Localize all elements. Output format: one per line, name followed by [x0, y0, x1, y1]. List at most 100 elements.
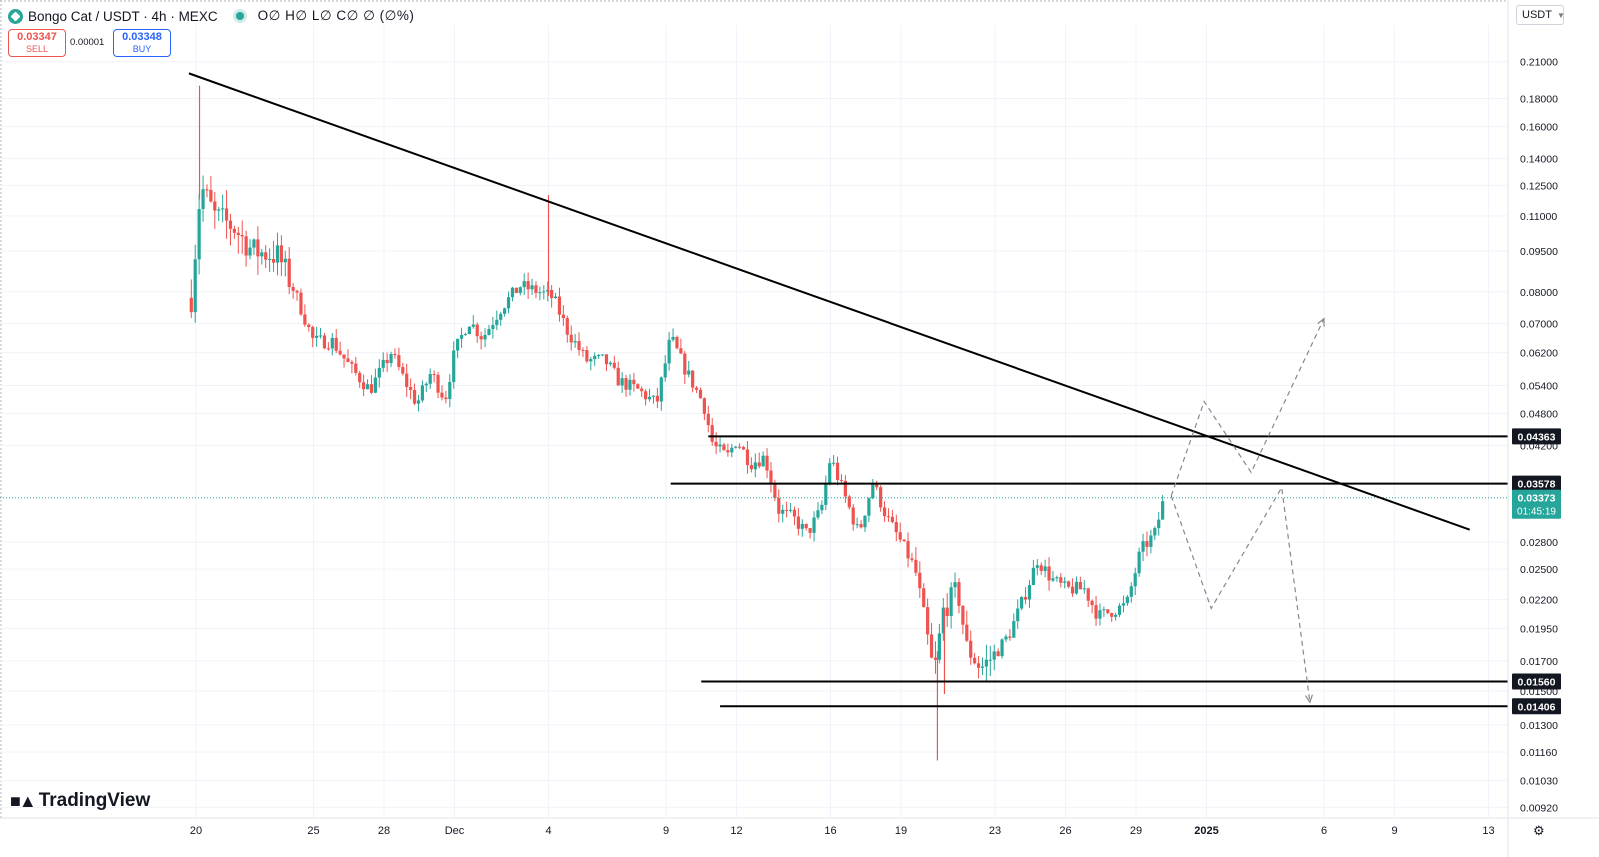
- candle-body: [409, 387, 413, 390]
- candle-body: [397, 355, 401, 368]
- candle-body: [303, 314, 307, 325]
- candle-body: [444, 397, 448, 400]
- candle-body: [389, 354, 393, 364]
- candle-body: [240, 234, 244, 237]
- sell-button[interactable]: 0.03347 SELL: [8, 29, 66, 57]
- symbol-title[interactable]: Bongo Cat / USDT · 4h · MEXC: [28, 8, 218, 24]
- projection-path-2: [1170, 485, 1311, 703]
- candle-body: [702, 398, 706, 414]
- y-tick-label: 0.11000: [1520, 211, 1557, 223]
- candle-body: [581, 350, 585, 352]
- candle-body: [792, 509, 797, 517]
- trendline: [188, 72, 1471, 531]
- buy-button[interactable]: 0.03348 BUY: [113, 29, 171, 57]
- y-tick-label: 0.18000: [1520, 93, 1558, 105]
- candle-body: [612, 362, 616, 368]
- candle-body: [381, 359, 385, 368]
- candle-body: [914, 559, 918, 573]
- candle-body: [922, 588, 926, 608]
- currency-select[interactable]: USDT ▼: [1516, 5, 1565, 25]
- candle-body: [651, 395, 656, 397]
- candle-body: [976, 663, 981, 668]
- candle-body: [1161, 501, 1165, 520]
- symbol-header: Bongo Cat / USDT · 4h · MEXC O∅ H∅ L∅ C∅…: [8, 5, 414, 27]
- candle-body: [1055, 577, 1059, 579]
- candle-body: [487, 328, 491, 335]
- x-tick-label: 28: [378, 825, 390, 837]
- y-tick-label: 0.16000: [1520, 122, 1558, 134]
- candle-body: [495, 319, 499, 326]
- candle-body: [875, 483, 879, 488]
- candle-body: [765, 455, 769, 471]
- candle-body: [440, 392, 444, 398]
- candle-body: [1133, 573, 1137, 587]
- candle-body: [726, 450, 730, 453]
- y-tick-label: 0.01030: [1520, 775, 1558, 787]
- candle-body: [929, 634, 934, 658]
- candle-body: [424, 383, 428, 386]
- ohlc-values: O∅ H∅ L∅ C∅ ∅ (∅%): [257, 8, 415, 23]
- candle-body: [291, 286, 295, 291]
- candle-body: [499, 313, 503, 320]
- candle-body: [1121, 603, 1126, 606]
- time-axis[interactable]: 20 25 28 Dec 4 9 12 16 19 23 26 29 2025 6 9 13: [0, 817, 1599, 837]
- candle-body: [271, 259, 276, 263]
- candle-body: [260, 252, 264, 257]
- candle-body: [307, 324, 311, 328]
- candle-body: [201, 189, 205, 210]
- candle-body: [514, 287, 518, 294]
- candle-body: [510, 287, 515, 298]
- candle-body: [663, 363, 667, 378]
- candle-body: [1106, 609, 1110, 614]
- candle-body: [538, 292, 542, 294]
- x-tick-label: 25: [307, 825, 319, 837]
- exchange-logo-icon: [8, 8, 23, 24]
- candle-body: [342, 354, 346, 359]
- candle-body: [569, 334, 573, 343]
- y-tick-label: 0.12500: [1520, 180, 1558, 192]
- market-status-icon[interactable]: [235, 12, 244, 20]
- candle-body: [315, 335, 319, 338]
- candle-body: [326, 348, 330, 350]
- candle-body: [1094, 605, 1098, 619]
- candle-body: [788, 509, 793, 511]
- level-label: 0.04363: [1518, 431, 1556, 443]
- candle-body: [334, 337, 338, 351]
- tradingview-watermark[interactable]: ■▲ TradingView: [10, 790, 150, 812]
- candle-body: [879, 487, 883, 508]
- candle-body: [561, 314, 565, 319]
- candle-body: [644, 391, 648, 400]
- level-label-box: [1512, 475, 1561, 492]
- candle-body: [738, 446, 742, 448]
- candle-body: [471, 324, 475, 327]
- drawings: [188, 72, 1471, 704]
- candle-body: [264, 252, 268, 260]
- candle-body: [620, 378, 624, 386]
- candle-body: [757, 462, 761, 467]
- candle-body: [1027, 585, 1032, 600]
- candle-body: [1153, 528, 1157, 536]
- candle-body: [1102, 609, 1106, 611]
- candle-body: [714, 441, 718, 447]
- candle-body: [832, 462, 836, 464]
- candle-body: [835, 462, 840, 480]
- candle-body: [812, 517, 816, 533]
- candle-body: [628, 379, 632, 390]
- candle-body: [522, 281, 526, 288]
- y-tick-label: 0.07000: [1520, 319, 1558, 331]
- candle-body: [350, 361, 354, 364]
- current-price-label: 0.03373: [1518, 493, 1556, 505]
- candle-body: [624, 378, 628, 390]
- candle-body: [295, 290, 299, 293]
- candle-body: [933, 657, 938, 660]
- gear-icon[interactable]: ⚙: [1533, 823, 1545, 838]
- candle-body: [741, 447, 746, 450]
- candle-body: [871, 483, 875, 499]
- candle-body: [1110, 613, 1114, 617]
- candle-body: [593, 355, 597, 360]
- buy-label: BUY: [132, 44, 152, 54]
- y-tick-label: 0.21000: [1520, 57, 1558, 69]
- candle-body: [1137, 551, 1141, 574]
